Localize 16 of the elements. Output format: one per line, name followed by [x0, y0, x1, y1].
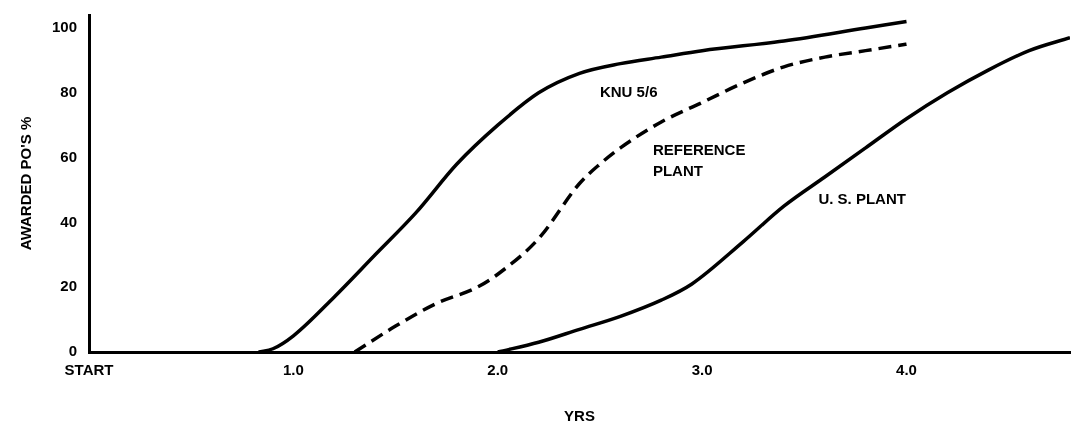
series-label: U. S. PLANT — [818, 189, 906, 207]
x-tick-label: 2.0 — [487, 361, 509, 379]
x-tick-label: 3.0 — [691, 361, 713, 379]
series-label: KNU 5/6 — [599, 82, 658, 100]
y-tick-label: 40 — [60, 212, 78, 230]
y-axis-title: AWARDED PO'S % — [17, 116, 35, 251]
y-tick-label: 60 — [60, 147, 78, 165]
x-axis-title: YRS — [564, 407, 595, 425]
y-tick-label: 80 — [60, 82, 78, 100]
x-tick-label: START — [64, 361, 114, 379]
x-tick-label: 1.0 — [282, 361, 304, 379]
y-tick-label: 0 — [68, 342, 78, 360]
y-tick-label: 20 — [60, 277, 78, 295]
x-tick-label: 4.0 — [896, 361, 917, 379]
series-label: REFERENCE PLANT — [652, 141, 746, 180]
y-tick-label: 100 — [52, 18, 78, 36]
